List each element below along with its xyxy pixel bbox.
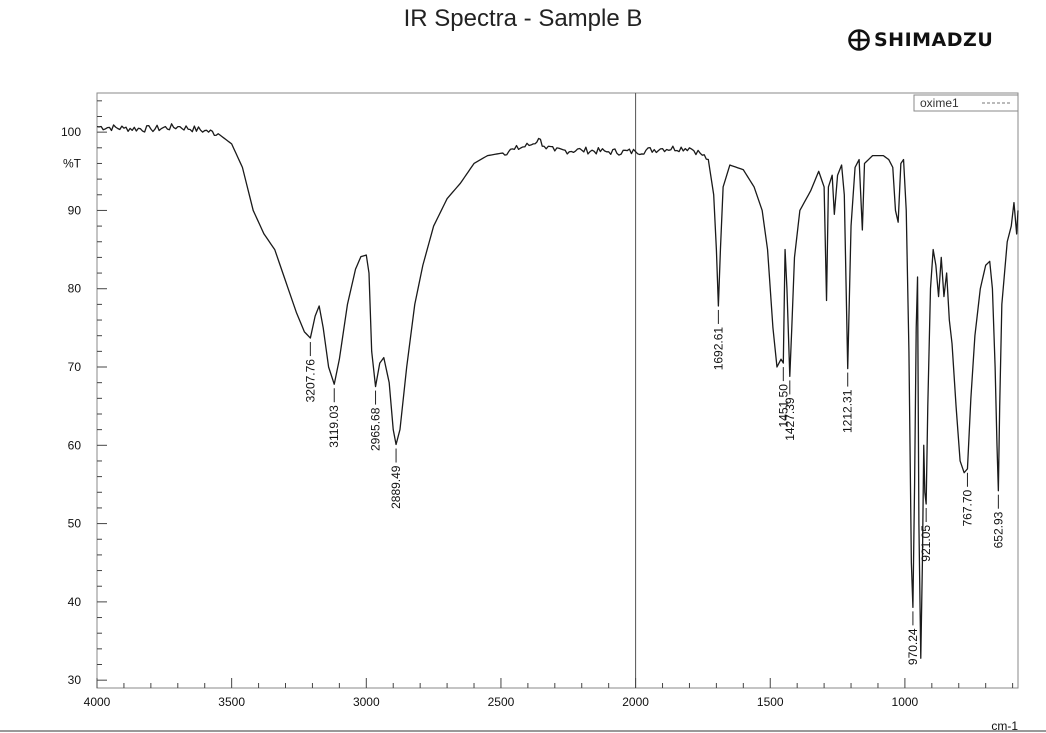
peak-label: 1427.39	[783, 397, 797, 441]
x-tick-label: 3000	[353, 695, 380, 709]
y-tick-label: 30	[68, 673, 82, 687]
spectrum-series	[96, 123, 1019, 659]
y-tick-label: 50	[68, 517, 82, 531]
brand-logo: SHIMADZU	[848, 28, 993, 52]
x-tick-label: 3500	[218, 695, 245, 709]
peak-label: 3119.03	[327, 405, 341, 448]
peak-label: 767.70	[961, 489, 975, 526]
x-tick-label: 1000	[892, 695, 919, 709]
peak-label: 1212.31	[841, 389, 855, 433]
y-tick-label: 80	[68, 282, 82, 296]
y-tick-label: 90	[68, 203, 82, 217]
peak-annotations: 3207.76 3119.03 2965.68 2889.49 1692.61 1451.…	[303, 309, 1005, 665]
peak-label: 652.93	[991, 511, 1005, 548]
peak-label: 1692.61	[711, 327, 725, 371]
x-unit-label: cm-1	[991, 719, 1018, 733]
x-tick-label: 2500	[488, 695, 515, 709]
y-tick-label: 100	[61, 125, 81, 139]
legend-entry: oxime1	[920, 96, 959, 110]
peak-label: 2965.68	[369, 407, 383, 451]
plot-frame	[0, 92, 1046, 732]
peak-label: 3207.76	[303, 359, 317, 403]
axis-tick-labels: 30 40 50 60 70 80 90 100 %T 4000 3500 3000 2500 2000 1…	[61, 125, 1018, 733]
series-line-oxime1	[96, 123, 1019, 659]
y-tick-label: 60	[68, 438, 82, 452]
axis-ticks	[96, 100, 1014, 688]
chart-title: IR Spectra - Sample B	[403, 5, 643, 32]
x-tick-label: 2000	[622, 695, 649, 709]
y-tick-label: 40	[68, 595, 82, 609]
brand-name: SHIMADZU	[874, 29, 994, 51]
peak-label: 2889.49	[389, 465, 403, 509]
legend: oxime1	[913, 94, 1019, 112]
peak-label: 921.05	[919, 525, 933, 562]
peak-label: 1451.50	[776, 384, 790, 428]
y-tick-label: 70	[68, 360, 82, 374]
plot-border	[96, 92, 1019, 689]
x-tick-label: 1500	[757, 695, 784, 709]
y-axis-label: %T	[63, 156, 82, 170]
x-tick-label: 4000	[84, 695, 111, 709]
peak-label: 970.24	[906, 628, 920, 665]
legend-box	[913, 94, 1019, 112]
shimadzu-logo-icon	[848, 29, 870, 51]
